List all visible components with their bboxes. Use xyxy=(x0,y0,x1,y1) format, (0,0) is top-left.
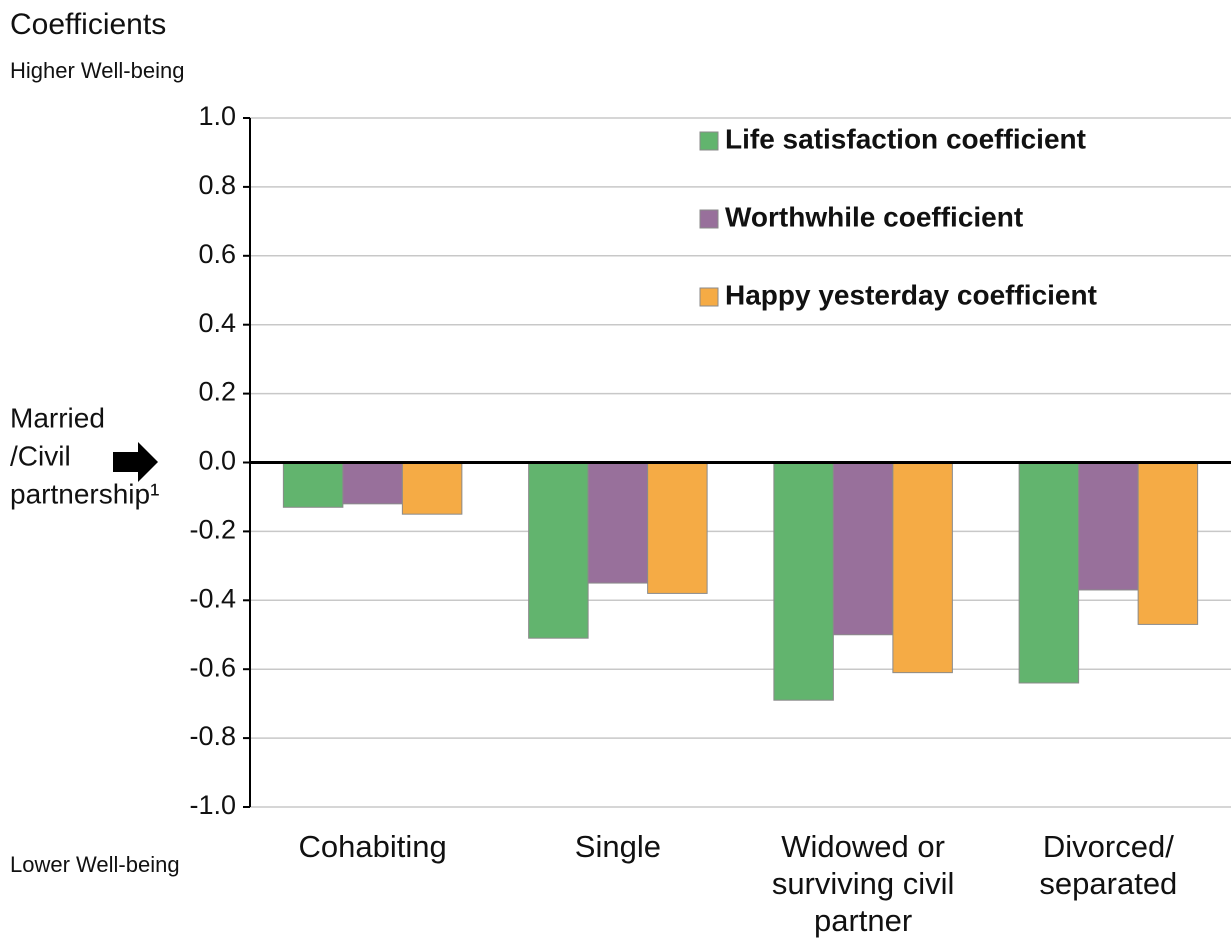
bar xyxy=(401,462,463,515)
legend-swatch xyxy=(699,131,719,151)
y-tick-label: 1.0 xyxy=(198,101,236,131)
bar xyxy=(1018,462,1080,684)
bar xyxy=(832,462,894,636)
bar xyxy=(647,462,708,594)
x-tick-label: Cohabiting xyxy=(298,829,447,864)
bar xyxy=(282,462,344,508)
annotation: Married xyxy=(10,402,105,433)
legend-label: Worthwhile coefficient xyxy=(725,201,1023,232)
y-tick-label: -0.2 xyxy=(189,515,236,545)
x-tick-label: Single xyxy=(574,829,661,864)
x-tick-label: Widowed or surviving civil partner xyxy=(771,829,955,938)
bottom-label: Lower Well-being xyxy=(10,852,180,877)
arrow xyxy=(113,442,158,482)
y-tick-label: 0.0 xyxy=(198,446,236,476)
y-tick-label: 0.2 xyxy=(198,377,236,407)
y-tick-label: -1.0 xyxy=(189,790,236,820)
legend-swatch xyxy=(699,209,719,229)
annotation: /Civil xyxy=(10,440,71,471)
y-tick-label: 0.8 xyxy=(198,170,236,200)
top-label: Higher Well-being xyxy=(10,58,184,83)
y-tick-label: -0.6 xyxy=(189,652,236,682)
y-tick-label: -0.8 xyxy=(189,721,236,751)
annotation: partnership¹ xyxy=(10,478,159,509)
bar xyxy=(587,462,649,584)
legend-label: Life satisfaction coefficient xyxy=(725,123,1086,154)
bar xyxy=(1137,462,1199,625)
y-tick-label: 0.4 xyxy=(198,308,236,338)
bar xyxy=(528,462,589,639)
chart-title: Coefficients xyxy=(10,8,166,41)
bar xyxy=(773,462,834,701)
legend-label: Happy yesterday coefficient xyxy=(725,279,1097,310)
y-tick-label: -0.4 xyxy=(189,583,236,613)
y-tick-label: 0.6 xyxy=(198,239,236,269)
bar xyxy=(342,462,403,505)
bar xyxy=(1078,462,1139,591)
x-tick-label: Divorced/ separated xyxy=(1039,829,1178,901)
legend-swatch xyxy=(699,287,719,307)
bar xyxy=(892,462,953,674)
